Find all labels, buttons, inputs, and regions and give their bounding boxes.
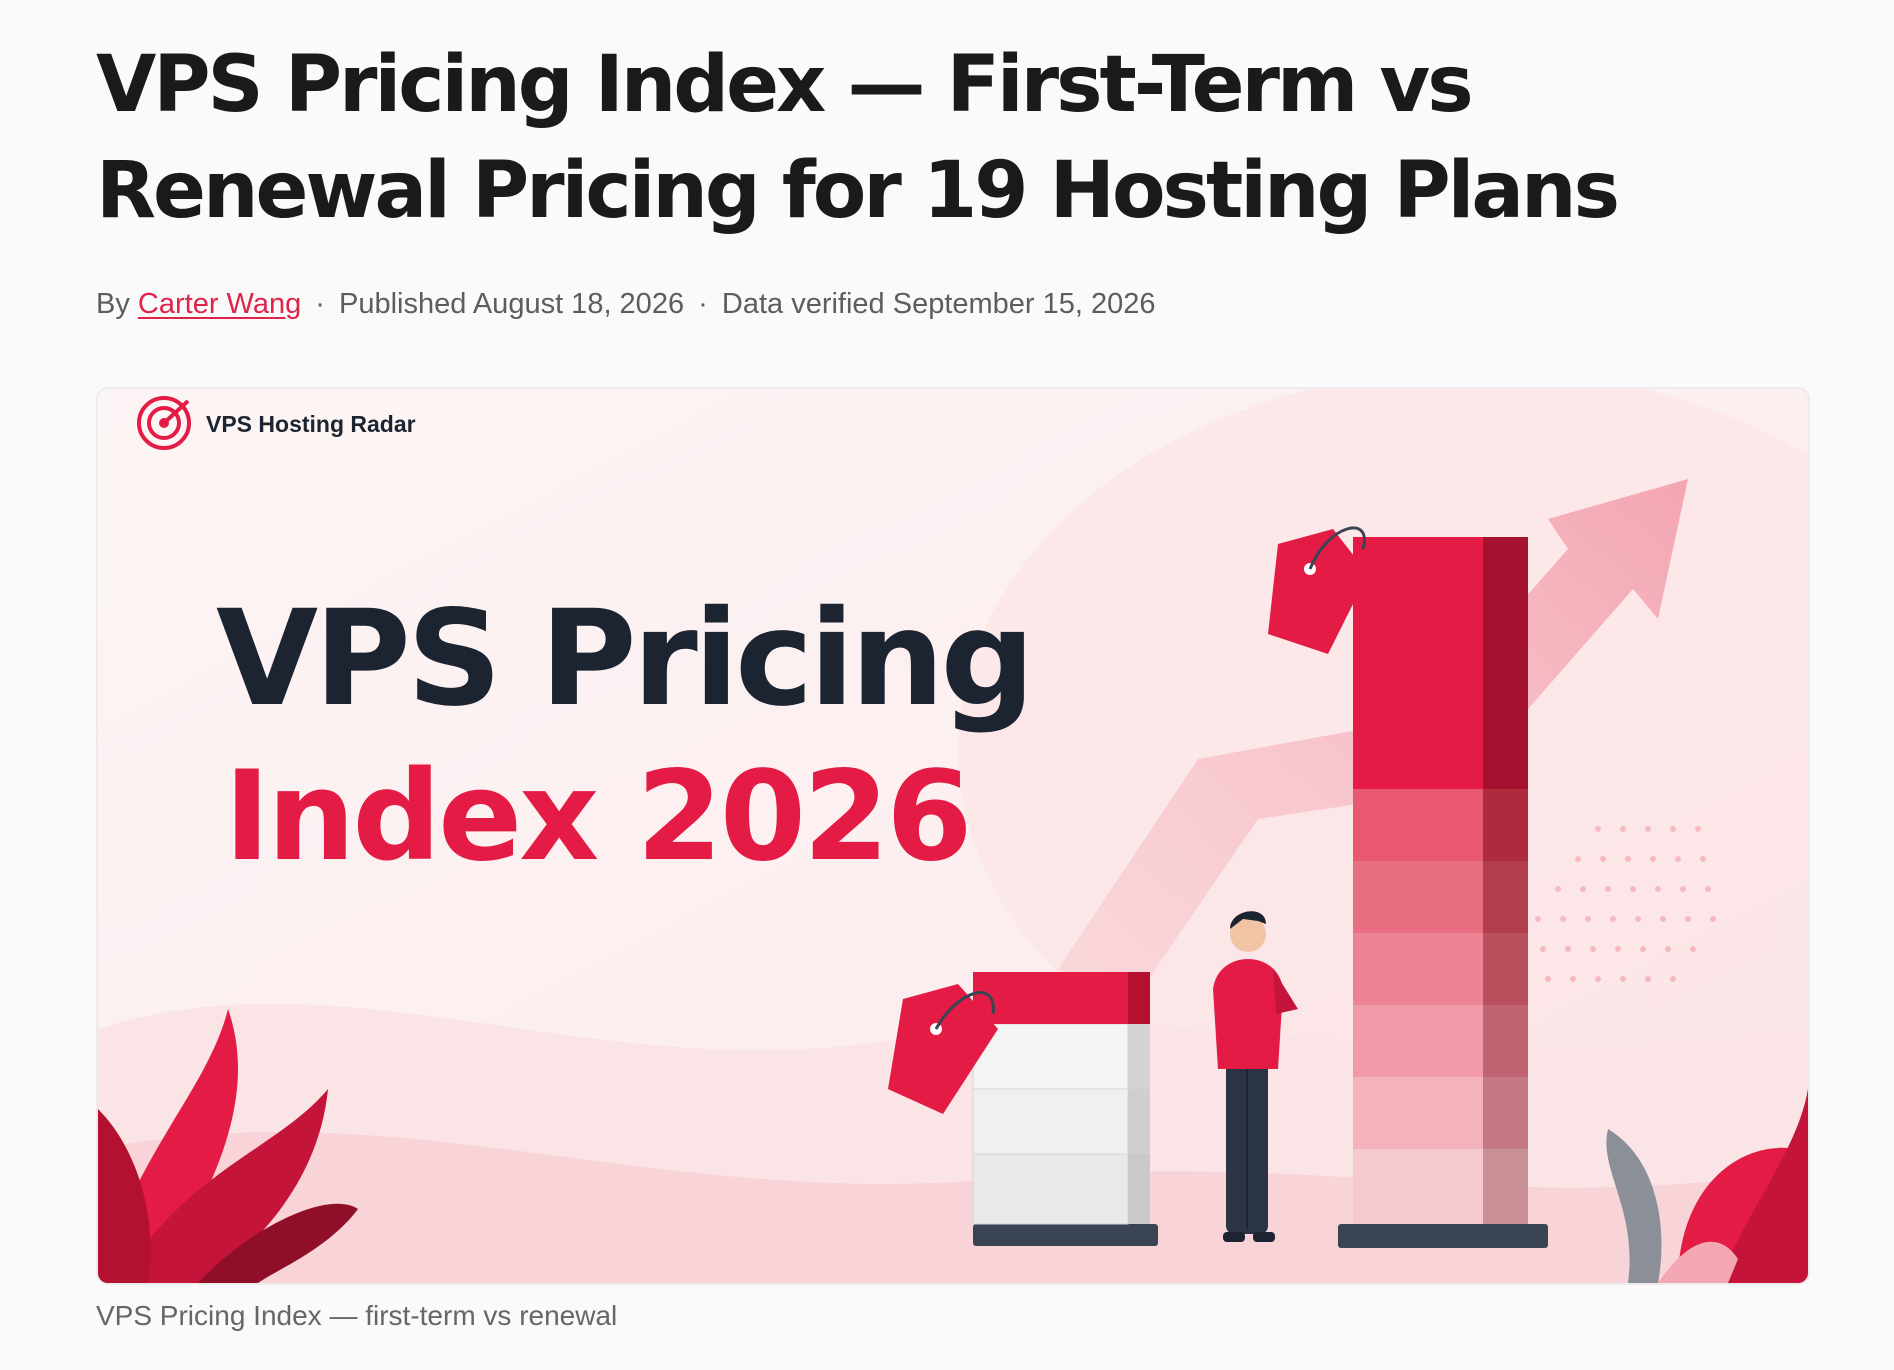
byline-separator: · bbox=[698, 288, 708, 320]
hero-headline-line1: VPS Pricing bbox=[216, 582, 1031, 736]
byline-by-label: By bbox=[96, 288, 130, 320]
foliage-left bbox=[98, 1009, 358, 1283]
price-tag-icon bbox=[888, 984, 998, 1114]
hero-image: VPS Hosting Radar VPS Pricing Index 2026 bbox=[96, 387, 1810, 1285]
byline: By Carter Wang · Published August 18, 20… bbox=[96, 288, 1156, 321]
author-link[interactable]: Carter Wang bbox=[137, 288, 302, 320]
renewal-stack bbox=[1338, 537, 1548, 1248]
price-tag-icon bbox=[1268, 526, 1368, 654]
hero-illustration: VPS Hosting Radar VPS Pricing Index 2026 bbox=[98, 389, 1808, 1283]
byline-separator: · bbox=[315, 288, 325, 320]
brand-name: VPS Hosting Radar bbox=[206, 411, 416, 437]
verified-date: Data verified September 15, 2026 bbox=[721, 288, 1156, 320]
foliage-right bbox=[1606, 1089, 1808, 1283]
hero-headline-line2: Index 2026 bbox=[224, 745, 970, 889]
first-term-stack bbox=[972, 972, 1158, 1246]
image-caption: VPS Pricing Index — first-term vs renewa… bbox=[96, 1300, 618, 1331]
person-figure bbox=[1213, 911, 1298, 1242]
brand-logo-icon bbox=[137, 396, 191, 450]
published-date: Published August 18, 2026 bbox=[339, 288, 685, 320]
article-title: VPS Pricing Index — First-Term vs Renewa… bbox=[96, 40, 1620, 236]
